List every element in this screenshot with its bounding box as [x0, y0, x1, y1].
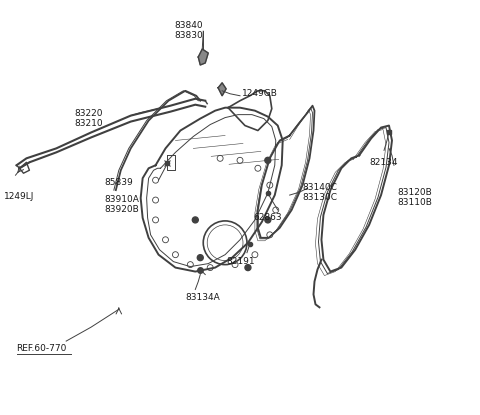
Text: 83220: 83220: [74, 109, 103, 118]
Circle shape: [192, 217, 198, 223]
Text: 83910A: 83910A: [104, 195, 139, 204]
Circle shape: [245, 265, 251, 271]
Text: 83110B: 83110B: [397, 198, 432, 207]
Text: 83920B: 83920B: [104, 205, 139, 214]
Text: 83140C: 83140C: [302, 183, 337, 192]
Circle shape: [265, 157, 271, 163]
Text: 85839: 85839: [104, 178, 132, 187]
Polygon shape: [218, 83, 226, 96]
Circle shape: [197, 255, 203, 261]
Text: 83830: 83830: [174, 31, 203, 40]
Text: 83840: 83840: [174, 21, 203, 30]
Text: 62863: 62863: [253, 213, 282, 222]
Text: REF.60-770: REF.60-770: [16, 344, 67, 353]
Text: 83134A: 83134A: [185, 293, 220, 303]
Circle shape: [265, 217, 271, 223]
Text: 83120B: 83120B: [397, 188, 432, 197]
Text: 1249LJ: 1249LJ: [3, 192, 34, 201]
Text: 82191: 82191: [226, 256, 255, 266]
Polygon shape: [198, 49, 208, 65]
Text: 83210: 83210: [74, 119, 103, 127]
Text: 82134: 82134: [369, 159, 397, 167]
Text: 1249GB: 1249GB: [242, 89, 278, 98]
Text: 83130C: 83130C: [302, 193, 337, 202]
